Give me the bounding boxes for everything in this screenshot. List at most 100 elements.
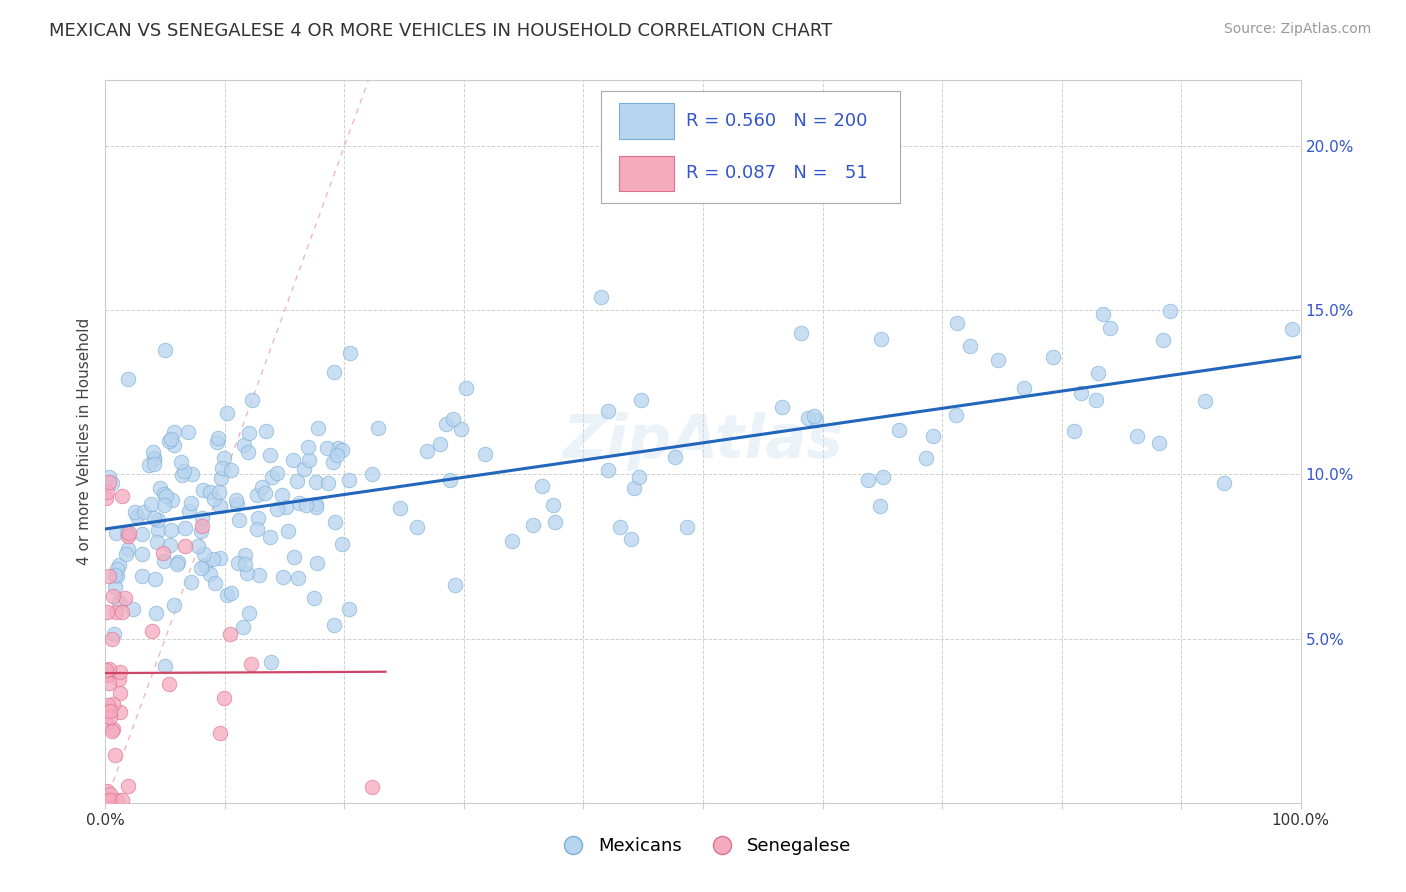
Point bbox=[100, 792, 122, 806]
Point bbox=[598, 462, 620, 476]
Point bbox=[262, 470, 284, 484]
Point bbox=[277, 524, 299, 538]
Point bbox=[198, 567, 221, 582]
Point bbox=[501, 534, 523, 549]
Point bbox=[96, 605, 118, 619]
Point bbox=[1125, 428, 1147, 442]
Point bbox=[108, 665, 131, 680]
Point bbox=[664, 450, 686, 464]
Text: ZipAtlas: ZipAtlas bbox=[562, 412, 844, 471]
Point bbox=[114, 591, 136, 605]
Point bbox=[434, 417, 457, 432]
Point bbox=[323, 618, 346, 632]
Point bbox=[360, 467, 382, 482]
Point bbox=[117, 529, 139, 543]
Point bbox=[233, 557, 256, 571]
Point bbox=[208, 550, 231, 565]
Point bbox=[922, 429, 945, 443]
Point bbox=[180, 467, 202, 482]
Legend: Mexicans, Senegalese: Mexicans, Senegalese bbox=[547, 830, 859, 863]
Point bbox=[259, 530, 281, 544]
Point bbox=[1087, 366, 1109, 380]
Point bbox=[596, 404, 619, 418]
Point bbox=[173, 464, 195, 478]
Point bbox=[620, 533, 643, 547]
Point bbox=[339, 345, 361, 359]
Point bbox=[96, 783, 118, 797]
Point bbox=[266, 501, 288, 516]
Point bbox=[107, 595, 129, 609]
Point bbox=[322, 365, 344, 379]
Point bbox=[305, 475, 328, 489]
Point bbox=[169, 455, 191, 469]
Point bbox=[240, 392, 263, 407]
Point bbox=[104, 568, 127, 582]
Point bbox=[415, 443, 437, 458]
Point bbox=[1212, 476, 1234, 491]
Point bbox=[283, 550, 305, 565]
Point bbox=[1042, 350, 1064, 364]
Point bbox=[131, 548, 153, 562]
Point bbox=[228, 556, 250, 570]
Point bbox=[191, 483, 214, 498]
Point bbox=[330, 443, 353, 458]
Point bbox=[115, 526, 138, 541]
Point bbox=[305, 556, 328, 570]
Point bbox=[97, 698, 120, 712]
Point bbox=[322, 454, 344, 468]
Point bbox=[915, 450, 938, 465]
Text: Source: ZipAtlas.com: Source: ZipAtlas.com bbox=[1223, 22, 1371, 37]
Point bbox=[204, 575, 226, 590]
Point bbox=[115, 548, 138, 562]
Point bbox=[155, 343, 177, 357]
Point bbox=[104, 580, 127, 594]
Point bbox=[271, 488, 294, 502]
Point bbox=[225, 493, 247, 508]
Point bbox=[159, 523, 181, 537]
Point bbox=[96, 792, 118, 806]
Point bbox=[609, 520, 631, 534]
Point bbox=[1063, 424, 1085, 438]
Point bbox=[180, 496, 202, 510]
Point bbox=[122, 601, 145, 615]
Point bbox=[207, 431, 229, 445]
Point bbox=[628, 470, 651, 484]
Point bbox=[295, 499, 318, 513]
Point bbox=[1091, 307, 1114, 321]
Point bbox=[94, 664, 117, 678]
Point bbox=[796, 411, 818, 425]
Point bbox=[97, 475, 120, 489]
Point bbox=[98, 710, 121, 724]
Point bbox=[367, 421, 389, 435]
Point bbox=[108, 686, 131, 700]
Point bbox=[429, 437, 451, 451]
Point bbox=[143, 451, 166, 466]
Point bbox=[623, 481, 645, 495]
Point bbox=[389, 500, 412, 515]
Point bbox=[155, 489, 177, 503]
Point bbox=[141, 624, 163, 638]
Point bbox=[219, 586, 242, 600]
Point bbox=[285, 475, 308, 489]
Point bbox=[163, 438, 186, 452]
Point bbox=[111, 605, 134, 619]
Point bbox=[160, 432, 183, 446]
Point bbox=[198, 484, 221, 499]
FancyBboxPatch shape bbox=[602, 91, 900, 203]
Point bbox=[870, 332, 893, 346]
Point bbox=[1084, 392, 1107, 407]
Point bbox=[145, 534, 167, 549]
Point bbox=[439, 473, 461, 487]
Point bbox=[259, 448, 281, 462]
FancyBboxPatch shape bbox=[619, 155, 675, 191]
Point bbox=[163, 425, 186, 440]
Point bbox=[96, 485, 118, 500]
Point bbox=[201, 552, 224, 566]
Point bbox=[166, 558, 188, 572]
Point bbox=[205, 435, 228, 450]
Point bbox=[316, 442, 339, 456]
Point bbox=[172, 467, 194, 482]
Point bbox=[946, 316, 969, 330]
Point bbox=[117, 541, 139, 556]
Point bbox=[145, 606, 167, 620]
